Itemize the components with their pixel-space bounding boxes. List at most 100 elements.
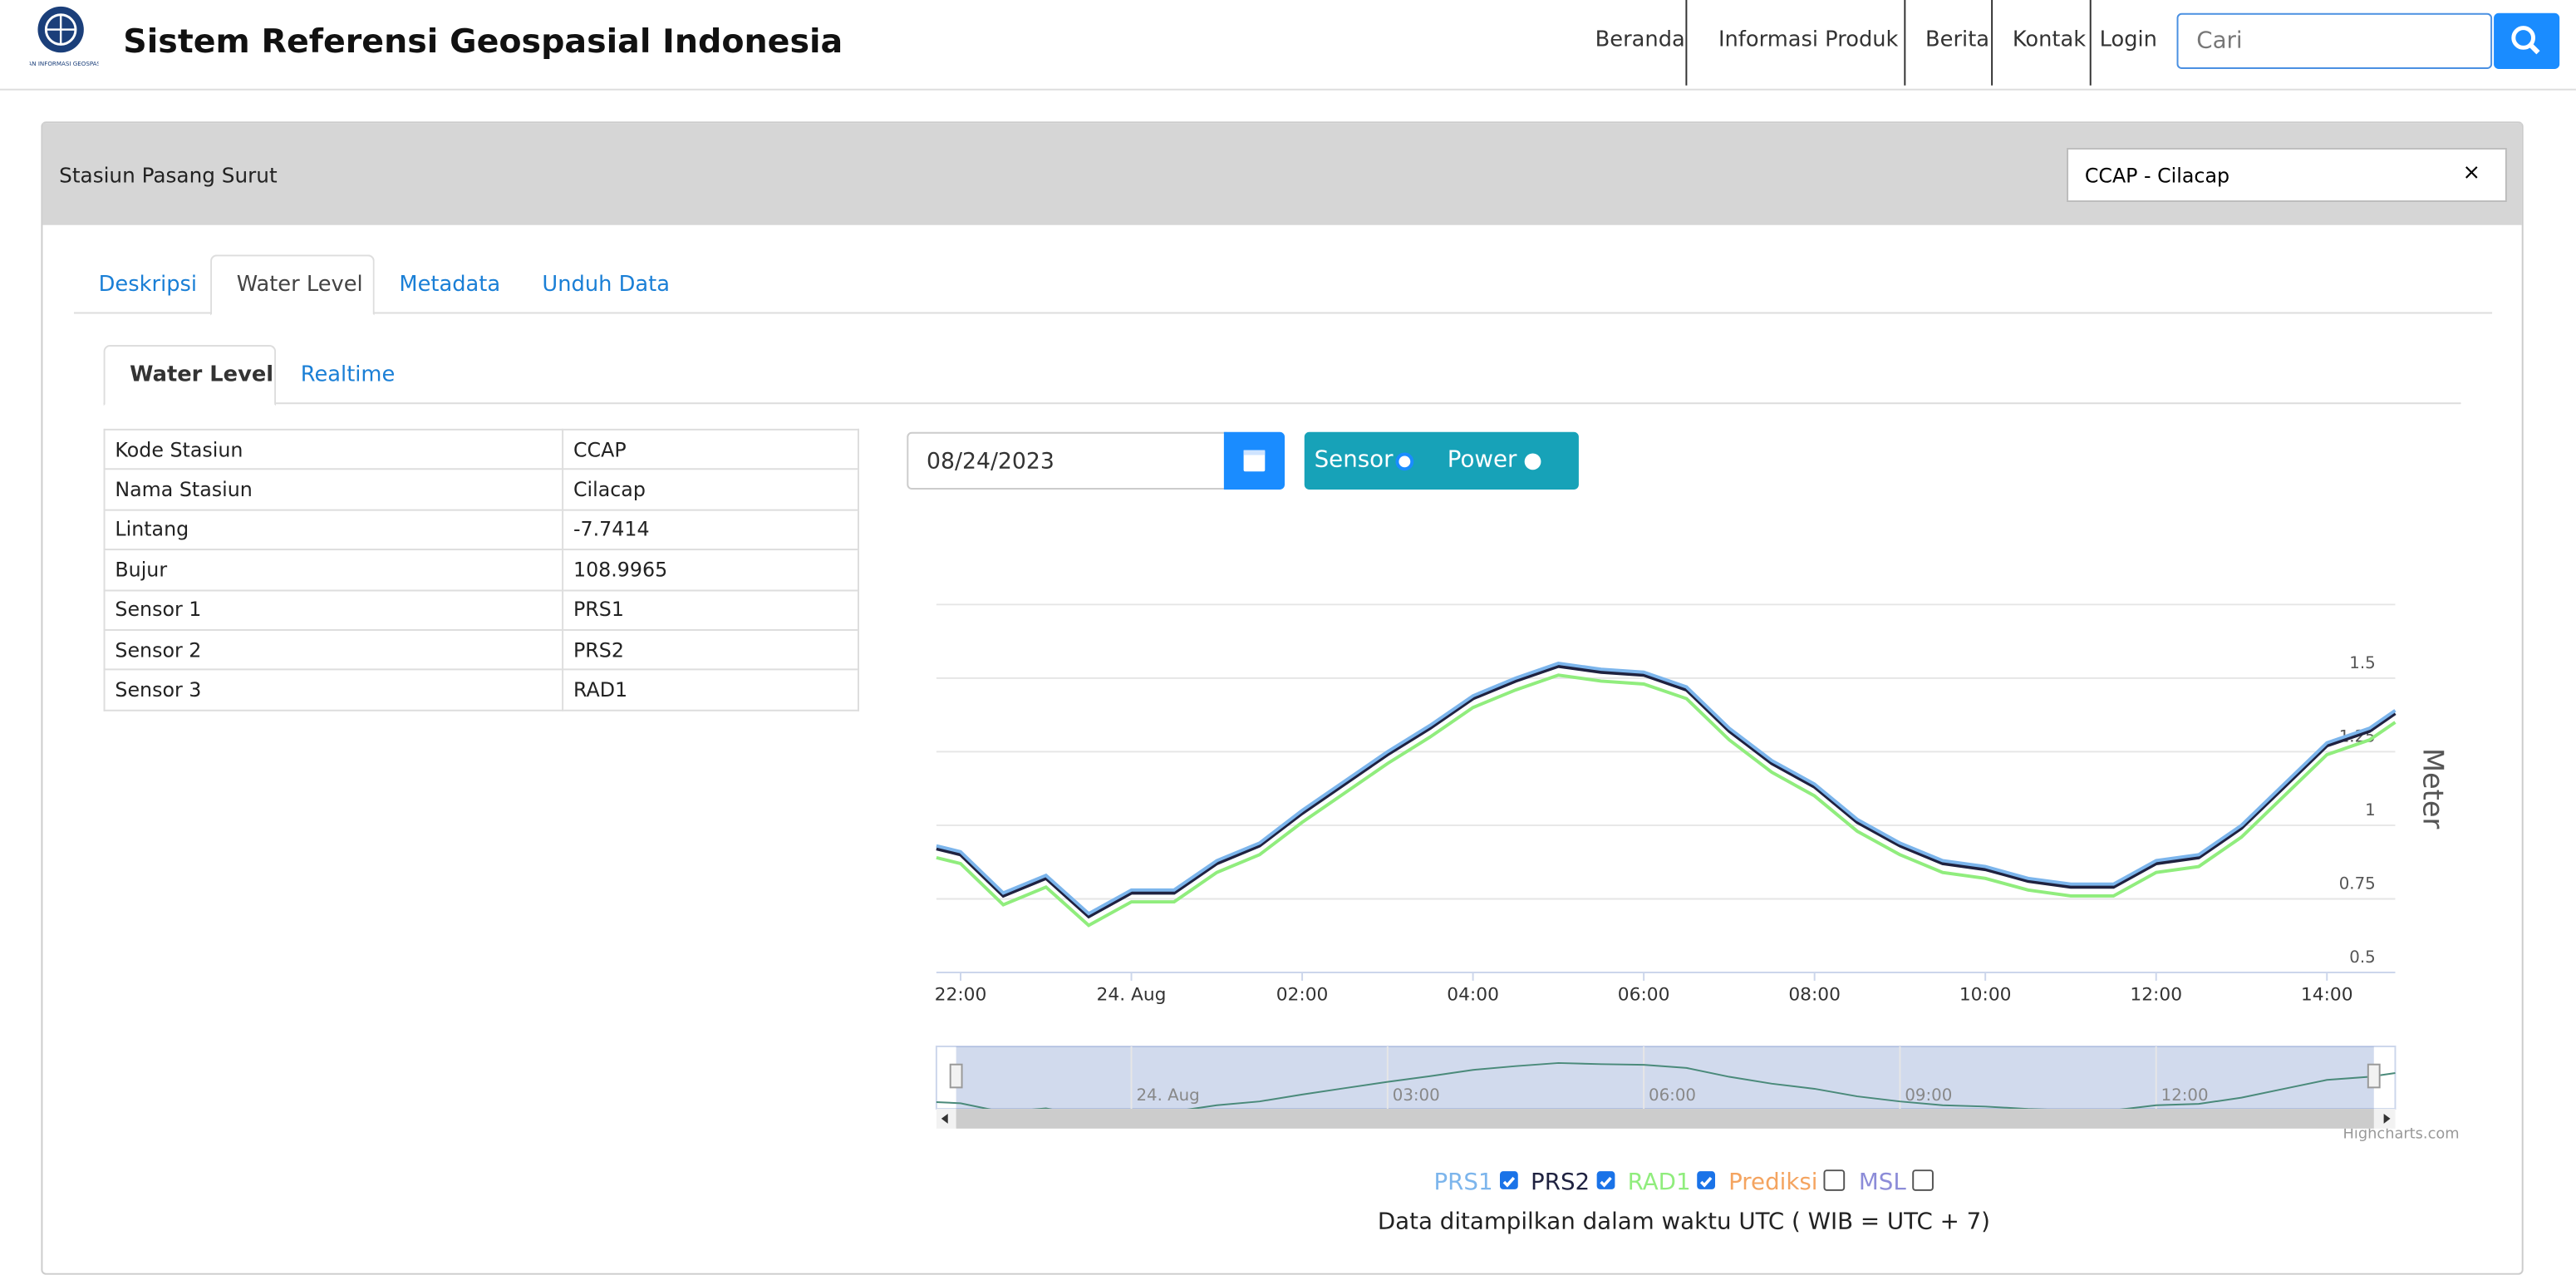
x-tick-label: 06:00 [1618, 985, 1670, 1006]
legend-label: MSL [1858, 1169, 1906, 1196]
check [1502, 1176, 1515, 1188]
date-value: 08/24/2023 [927, 448, 1054, 475]
navigator-tick-label: 09:00 [1905, 1085, 1952, 1105]
footnote: Data ditampilkan dalam waktu UTC ( WIB =… [1377, 1209, 1990, 1236]
x-tick-label: 10:00 [1959, 985, 2012, 1006]
row: Sensor 1 PRS1 [103, 588, 859, 631]
select-clear[interactable]: × [2462, 160, 2481, 186]
checkbox-checked[interactable] [1596, 1171, 1615, 1189]
y-tick-label: 0.5 [2349, 948, 2375, 967]
legend-label: RAD1 [1627, 1169, 1691, 1196]
cell: Sensor 1 [103, 588, 564, 631]
panel-header: Stasiun Pasang Surut CCAP - Cilacap × [42, 123, 2522, 225]
tab[interactable]: Deskripsi [98, 273, 198, 298]
scroll-right [2383, 1113, 2391, 1124]
header: BADAN INFORMASI GEOSPASIAL Sistem Refere… [0, 0, 2576, 91]
row: Lintang -7.7414 [103, 509, 859, 551]
tab[interactable]: Metadata [399, 273, 501, 298]
nav-link[interactable]: Beranda [1595, 27, 1685, 53]
cell: Bujur [103, 549, 564, 591]
legend-item[interactable]: Prediksi [1728, 1169, 1846, 1196]
check [1700, 1176, 1713, 1188]
row: Kode Stasiun CCAP [103, 428, 859, 471]
series-line [936, 664, 2397, 919]
legend-item[interactable]: PRS1 [1433, 1169, 1518, 1196]
y-axis-title: Meter [2416, 748, 2449, 829]
toggle-label: Sensor [1314, 446, 1394, 474]
subtab-line [103, 402, 2461, 405]
logo-text: BADAN INFORMASI GEOSPASIAL [30, 60, 99, 67]
panel-title: Stasiun Pasang Surut [59, 162, 278, 188]
cell: CCAP [562, 428, 859, 471]
credits[interactable]: Highcharts.com [2343, 1125, 2460, 1143]
legend-label: PRS1 [1433, 1169, 1493, 1196]
cell: -7.7414 [562, 509, 859, 551]
toggle-label: Power [1447, 446, 1517, 474]
x-tick-label: 22:00 [935, 985, 987, 1006]
row: Sensor 3 RAD1 [103, 669, 859, 711]
navigator-tick-label: 06:00 [1649, 1085, 1696, 1105]
cell: Kode Stasiun [103, 428, 564, 471]
x-tick-label: 08:00 [1788, 985, 1841, 1006]
checkbox[interactable] [1912, 1169, 1934, 1191]
nav-link[interactable]: Login [2099, 27, 2157, 53]
scrollbar-thumb[interactable] [956, 1109, 2374, 1129]
checkbox-checked[interactable] [1499, 1171, 1518, 1189]
legend-item[interactable]: RAD1 [1628, 1169, 1716, 1196]
calendar-icon [1243, 450, 1266, 472]
nav-link[interactable]: Informasi Produk [1718, 27, 1899, 53]
chart: Meter Highcharts.com 0.50.7511.251.522:0… [935, 603, 2460, 1143]
tab[interactable]: Unduh Data [542, 273, 670, 298]
search-input[interactable]: Cari [2176, 12, 2493, 70]
search-button[interactable] [2494, 12, 2560, 70]
nav-link[interactable]: Kontak [2012, 27, 2087, 53]
tab[interactable]: Water Level [236, 273, 363, 298]
logo: BADAN INFORMASI GEOSPASIAL [30, 6, 99, 67]
navigator-handle[interactable] [949, 1063, 963, 1089]
legend-item[interactable]: PRS2 [1531, 1169, 1615, 1196]
checkbox-checked[interactable] [1697, 1171, 1716, 1189]
nav-separator [2089, 0, 2092, 86]
subtab[interactable]: Realtime [300, 362, 396, 388]
date-input[interactable]: 08/24/2023 [907, 431, 1227, 490]
radio-checked[interactable] [1394, 452, 1414, 472]
cell: 108.9965 [562, 549, 859, 591]
nav-link[interactable]: Berita [1925, 27, 1990, 53]
tab-line [73, 312, 2493, 314]
series-line [936, 673, 2397, 928]
nav-separator [1685, 0, 1688, 86]
nav-separator [1904, 0, 1906, 86]
select-value: CCAP - Cilacap [2084, 164, 2230, 188]
legend-label: Prediksi [1728, 1169, 1818, 1196]
search-placeholder: Cari [2196, 27, 2243, 55]
subtab-active[interactable] [103, 345, 277, 406]
x-tick-label: 14:00 [2301, 985, 2353, 1006]
calendar-button[interactable] [1223, 431, 1286, 490]
cell: PRS2 [562, 628, 859, 672]
x-tick-label: 02:00 [1276, 985, 1329, 1006]
legend: PRS1 PRS2 RAD1 Prediksi MSL [0, 1169, 2576, 1196]
scroll-left [941, 1113, 948, 1124]
station-select[interactable]: CCAP - Cilacap × [2067, 147, 2507, 203]
x-tick-label: 12:00 [2130, 985, 2182, 1006]
nav-separator [1991, 0, 1993, 86]
row: Nama Stasiun Cilacap [103, 469, 859, 511]
x-tick-label: 04:00 [1447, 985, 1499, 1006]
navigator-bg [935, 1045, 2397, 1110]
station-table: Kode Stasiun CCAP Nama Stasiun Cilacap Lin… [103, 428, 859, 711]
radio[interactable] [1523, 452, 1543, 472]
cell: Nama Stasiun [103, 469, 564, 511]
legend-item[interactable]: MSL [1859, 1169, 1934, 1196]
site-title: Sistem Referensi Geospasial Indonesia [123, 21, 843, 62]
subtab[interactable]: Water Level [130, 362, 274, 388]
row: Bujur 108.9965 [103, 549, 859, 591]
y-tick-label: 0.75 [2339, 874, 2376, 893]
navigator-handle[interactable] [2367, 1063, 2381, 1089]
legend-label: PRS2 [1531, 1169, 1590, 1196]
sensor-power-toggle[interactable]: Sensor Power [1304, 431, 1579, 490]
tab-active[interactable] [210, 254, 375, 316]
x-tick-label: 24. Aug [1097, 985, 1167, 1006]
cell: PRS1 [562, 588, 859, 631]
checkbox[interactable] [1824, 1169, 1846, 1191]
